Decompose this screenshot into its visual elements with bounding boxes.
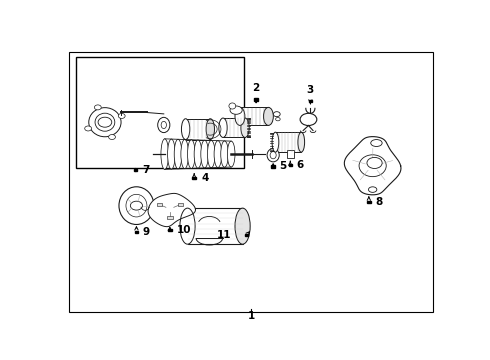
Bar (245, 234, 248, 236)
Ellipse shape (241, 118, 249, 138)
Bar (240, 107, 269, 125)
Bar (178, 203, 183, 206)
Ellipse shape (174, 139, 182, 169)
Text: 2: 2 (252, 84, 260, 93)
Bar (254, 98, 258, 101)
Ellipse shape (272, 132, 279, 152)
Text: 3: 3 (307, 85, 314, 95)
Circle shape (130, 201, 143, 210)
Polygon shape (344, 136, 401, 195)
Text: 9: 9 (143, 227, 150, 237)
Text: 7: 7 (143, 165, 150, 175)
Text: 8: 8 (375, 197, 383, 207)
Ellipse shape (188, 140, 195, 168)
Ellipse shape (214, 141, 221, 167)
Circle shape (275, 117, 280, 121)
Ellipse shape (161, 139, 169, 169)
Bar (289, 164, 292, 166)
Circle shape (118, 113, 125, 118)
Bar (271, 165, 275, 167)
Ellipse shape (126, 194, 147, 217)
Text: 4: 4 (201, 173, 209, 183)
Text: 1: 1 (247, 311, 255, 321)
Ellipse shape (298, 132, 305, 152)
Ellipse shape (181, 140, 189, 168)
Text: 5: 5 (280, 161, 287, 171)
Ellipse shape (368, 187, 377, 192)
Ellipse shape (235, 208, 250, 244)
Circle shape (98, 117, 112, 127)
Ellipse shape (220, 141, 228, 167)
Bar (167, 216, 172, 219)
Ellipse shape (219, 118, 227, 138)
Ellipse shape (270, 152, 276, 159)
Ellipse shape (371, 140, 382, 147)
Bar (287, 150, 294, 158)
Ellipse shape (95, 113, 115, 131)
Ellipse shape (158, 117, 170, 132)
Ellipse shape (207, 140, 215, 168)
Circle shape (367, 157, 382, 168)
Circle shape (300, 113, 317, 126)
Bar (275, 132, 301, 152)
Text: 11: 11 (217, 230, 232, 240)
Ellipse shape (267, 149, 279, 162)
Ellipse shape (235, 107, 245, 125)
Ellipse shape (181, 119, 190, 140)
Bar (193, 177, 196, 179)
Ellipse shape (89, 108, 121, 137)
Text: 10: 10 (176, 225, 191, 235)
Ellipse shape (227, 141, 235, 167)
Ellipse shape (264, 107, 273, 125)
Ellipse shape (230, 106, 242, 114)
Bar (309, 100, 312, 102)
Ellipse shape (229, 103, 236, 109)
Bar (223, 118, 245, 138)
Bar (367, 201, 370, 203)
Ellipse shape (168, 139, 175, 169)
Bar (134, 169, 137, 171)
Bar (186, 119, 210, 140)
Ellipse shape (119, 187, 154, 225)
Ellipse shape (161, 121, 167, 129)
Bar (135, 231, 138, 234)
Ellipse shape (180, 208, 195, 244)
Ellipse shape (201, 140, 208, 168)
Circle shape (95, 105, 101, 110)
Polygon shape (148, 193, 196, 227)
Ellipse shape (206, 119, 215, 140)
Ellipse shape (359, 155, 386, 177)
Bar (168, 229, 172, 231)
Bar (76, 57, 244, 168)
Bar (188, 208, 243, 244)
Text: 6: 6 (297, 160, 304, 170)
Ellipse shape (194, 140, 202, 168)
Circle shape (85, 126, 92, 131)
Circle shape (273, 112, 280, 117)
Bar (157, 203, 162, 206)
Bar (165, 139, 231, 169)
Circle shape (109, 135, 116, 140)
